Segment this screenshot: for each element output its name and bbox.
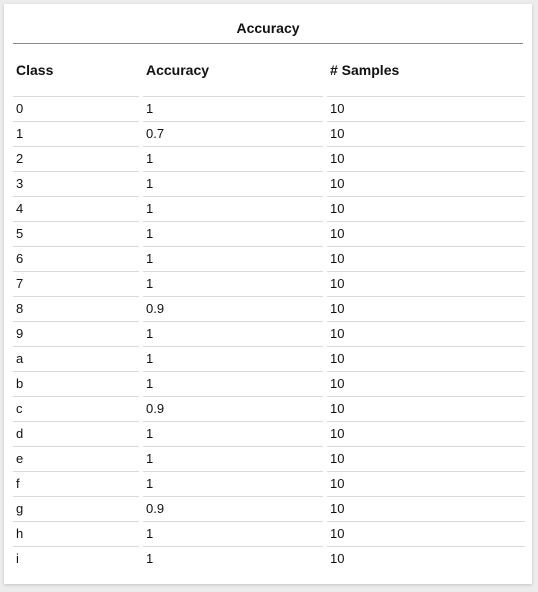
cell-accuracy: 1 [143, 196, 323, 221]
table-row: c 0.9 10 [13, 396, 525, 421]
cell-samples: 10 [327, 146, 525, 171]
table-row: 7 1 10 [13, 271, 525, 296]
cell-accuracy: 0.9 [143, 296, 323, 321]
table-row: 6 1 10 [13, 246, 525, 271]
table-row: 9 1 10 [13, 321, 525, 346]
cell-accuracy: 1 [143, 171, 323, 196]
table-row: g 0.9 10 [13, 496, 525, 521]
table-row: f 1 10 [13, 471, 525, 496]
cell-samples: 10 [327, 121, 525, 146]
table-row: 5 1 10 [13, 221, 525, 246]
cell-accuracy: 0.7 [143, 121, 323, 146]
cell-samples: 10 [327, 446, 525, 471]
cell-class: 7 [13, 271, 139, 296]
cell-samples: 10 [327, 296, 525, 321]
accuracy-panel: Accuracy Class Accuracy # Samples 0 1 10 1 0… [4, 4, 532, 584]
cell-accuracy: 1 [143, 96, 323, 121]
cell-samples: 10 [327, 546, 525, 571]
cell-accuracy: 1 [143, 546, 323, 571]
cell-class: 9 [13, 321, 139, 346]
cell-samples: 10 [327, 96, 525, 121]
table-row: h 1 10 [13, 521, 525, 546]
cell-accuracy: 1 [143, 421, 323, 446]
cell-class: 8 [13, 296, 139, 321]
cell-accuracy: 1 [143, 446, 323, 471]
cell-accuracy: 1 [143, 371, 323, 396]
cell-accuracy: 1 [143, 471, 323, 496]
cell-samples: 10 [327, 496, 525, 521]
cell-class: c [13, 396, 139, 421]
cell-class: 0 [13, 96, 139, 121]
table-row: 3 1 10 [13, 171, 525, 196]
table-row: 0 1 10 [13, 96, 525, 121]
column-header-samples: # Samples [330, 62, 400, 78]
cell-accuracy: 1 [143, 221, 323, 246]
table-row: e 1 10 [13, 446, 525, 471]
cell-class: a [13, 346, 139, 371]
column-header-accuracy: Accuracy [146, 62, 210, 78]
cell-class: h [13, 521, 139, 546]
table-row: 8 0.9 10 [13, 296, 525, 321]
cell-class: i [13, 546, 139, 571]
cell-class: 2 [13, 146, 139, 171]
cell-samples: 10 [327, 396, 525, 421]
cell-samples: 10 [327, 171, 525, 196]
cell-samples: 10 [327, 221, 525, 246]
cell-class: d [13, 421, 139, 446]
table-row: 2 1 10 [13, 146, 525, 171]
cell-class: 1 [13, 121, 139, 146]
cell-class: e [13, 446, 139, 471]
cell-accuracy: 0.9 [143, 396, 323, 421]
cell-accuracy: 1 [143, 146, 323, 171]
cell-class: 3 [13, 171, 139, 196]
cell-class: b [13, 371, 139, 396]
cell-accuracy: 1 [143, 246, 323, 271]
panel-title: Accuracy [13, 4, 523, 44]
table-row: i 1 10 [13, 546, 525, 571]
cell-samples: 10 [327, 421, 525, 446]
table-row: 4 1 10 [13, 196, 525, 221]
cell-accuracy: 1 [143, 521, 323, 546]
cell-samples: 10 [327, 321, 525, 346]
cell-samples: 10 [327, 246, 525, 271]
cell-samples: 10 [327, 471, 525, 496]
table-row: 1 0.7 10 [13, 121, 525, 146]
table-row: d 1 10 [13, 421, 525, 446]
cell-samples: 10 [327, 346, 525, 371]
cell-accuracy: 1 [143, 321, 323, 346]
cell-accuracy: 1 [143, 271, 323, 296]
table-row: b 1 10 [13, 371, 525, 396]
cell-samples: 10 [327, 521, 525, 546]
cell-class: f [13, 471, 139, 496]
cell-class: 4 [13, 196, 139, 221]
cell-samples: 10 [327, 196, 525, 221]
cell-accuracy: 1 [143, 346, 323, 371]
cell-samples: 10 [327, 371, 525, 396]
cell-class: 6 [13, 246, 139, 271]
table-header-row: Class Accuracy # Samples [13, 58, 525, 96]
cell-class: 5 [13, 221, 139, 246]
table-row: a 1 10 [13, 346, 525, 371]
cell-class: g [13, 496, 139, 521]
accuracy-table: Class Accuracy # Samples 0 1 10 1 0.7 10 2 1 10 3… [13, 58, 525, 571]
cell-accuracy: 0.9 [143, 496, 323, 521]
cell-samples: 10 [327, 271, 525, 296]
column-header-class: Class [16, 62, 54, 78]
